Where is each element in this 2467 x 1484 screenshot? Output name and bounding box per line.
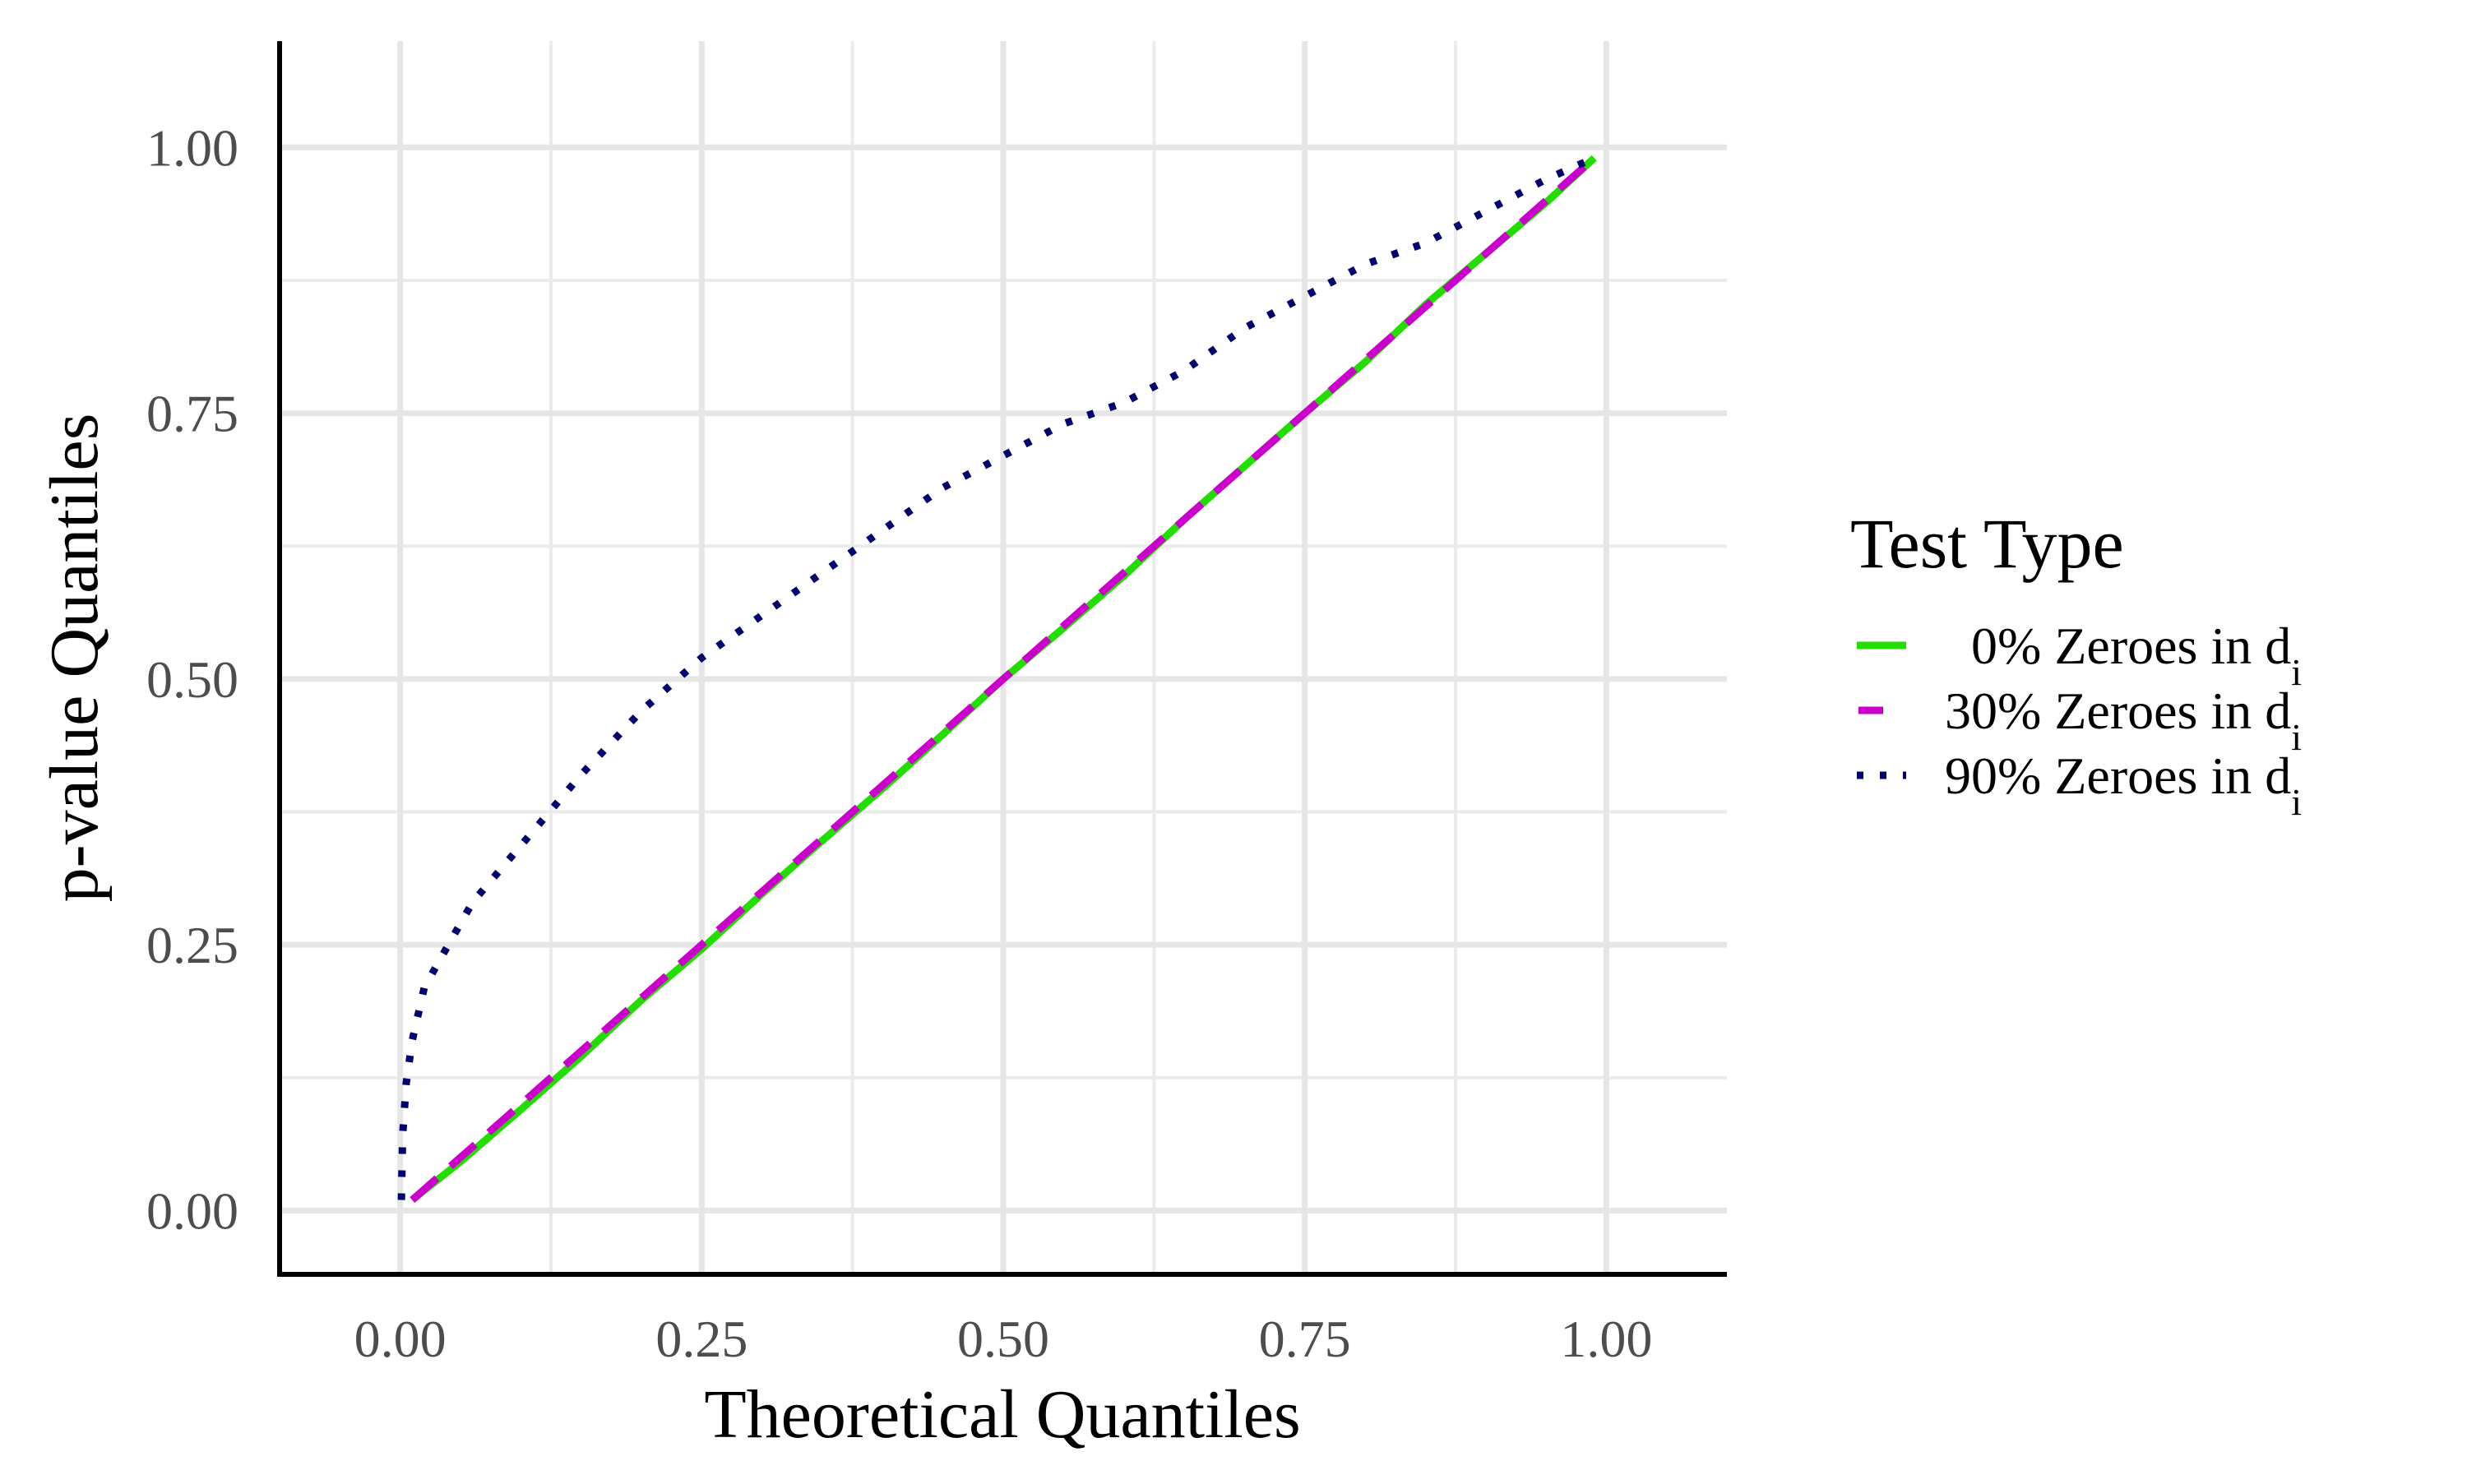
y-axis-title: p-value Quantiles <box>36 414 113 903</box>
y-tick-label: 0.75 <box>146 385 238 443</box>
series-layer <box>397 155 1597 1204</box>
x-tick-labels: 0.00 0.25 0.50 0.75 1.00 <box>354 1310 1653 1368</box>
axes-layer <box>277 41 1727 1277</box>
grid-major <box>280 41 1727 1274</box>
y-tick-label: 0.25 <box>146 916 238 974</box>
y-tick-label: 1.00 <box>146 118 238 177</box>
legend-label: 90% Zeroes in di <box>1945 747 2302 823</box>
x-tick-label: 0.00 <box>354 1310 447 1368</box>
legend-label: 30% Zeroes in di <box>1945 682 2302 758</box>
y-tick-label: 0.50 <box>146 650 238 709</box>
legend-title: Test Type <box>1850 504 2124 583</box>
x-tick-label: 1.00 <box>1560 1310 1652 1368</box>
x-tick-label: 0.75 <box>1259 1310 1351 1368</box>
y-tick-labels: 0.00 0.25 0.50 0.75 1.00 <box>146 118 238 1240</box>
x-tick-label: 0.25 <box>655 1310 748 1368</box>
x-axis-title: Theoretical Quantiles <box>704 1376 1300 1453</box>
x-tick-label: 0.50 <box>957 1310 1049 1368</box>
series-line-dashed <box>410 155 1597 1203</box>
legend-label: 0% Zeroes in di <box>1945 617 2302 693</box>
series-line-dotted <box>397 155 1596 1200</box>
y-tick-label: 0.00 <box>146 1181 238 1240</box>
